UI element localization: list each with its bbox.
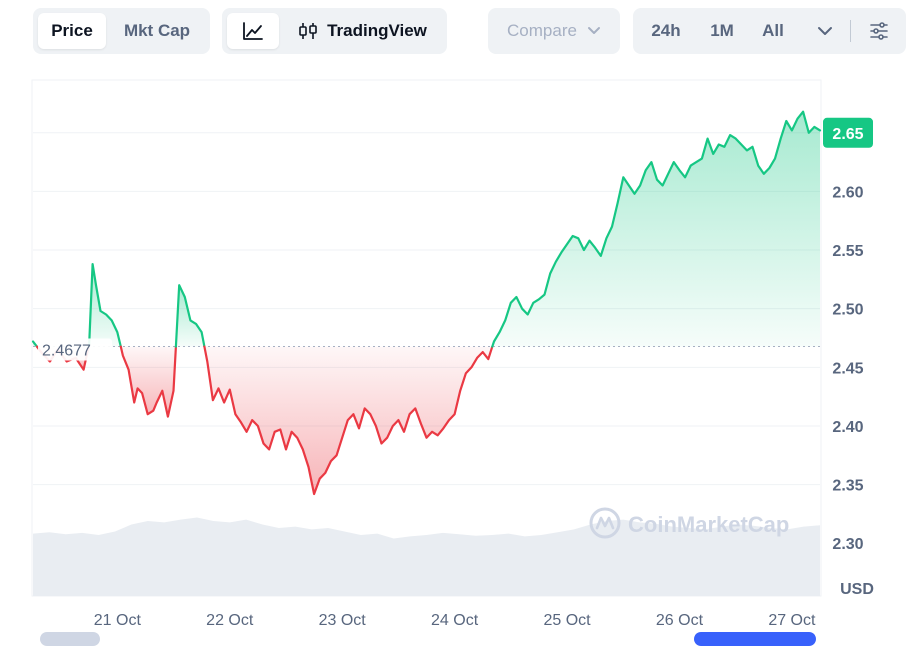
- tab-mkt-cap-label: Mkt Cap: [123, 21, 191, 40]
- line-chart-icon: [243, 22, 263, 40]
- compare-button[interactable]: Compare: [488, 13, 620, 49]
- y-tick-label: 2.30: [832, 536, 863, 553]
- price-lines: [31, 110, 822, 496]
- x-tick-label: 23 Oct: [319, 612, 367, 629]
- scroll-indicator: [40, 632, 100, 646]
- reference-value: 2.4677: [42, 343, 91, 360]
- range-all-label: All: [762, 21, 784, 40]
- y-axis: 2.30 2.35 2.40 2.45 2.50 2.55 2.60: [832, 184, 863, 553]
- compare-label: Compare: [507, 21, 577, 40]
- x-tick-label: 21 Oct: [94, 612, 142, 629]
- candlestick-icon: [299, 23, 317, 39]
- range-24h-button[interactable]: 24h: [641, 13, 691, 49]
- watermark: CoinMarketCap: [589, 507, 789, 539]
- current-price-label: 2.65: [823, 117, 873, 148]
- current-price-value: 2.65: [832, 126, 863, 143]
- watermark-text: CoinMarketCap: [628, 512, 789, 537]
- area-below-reference: [120, 346, 176, 417]
- area-above-reference: [175, 285, 205, 347]
- reference-label: 2.4677: [38, 338, 112, 361]
- x-axis: 21 Oct 22 Oct 23 Oct 24 Oct 25 Oct 26 Oct 27 O…: [94, 612, 816, 629]
- compare-dropdown[interactable]: Compare: [488, 8, 620, 54]
- current-price-badge: [823, 117, 873, 148]
- sliders-icon: [870, 22, 888, 40]
- x-tick-label: 24 Oct: [431, 612, 479, 629]
- line-chart-button[interactable]: [227, 13, 279, 49]
- y-tick-label: 2.55: [832, 243, 863, 260]
- range-1m-label: 1M: [710, 21, 734, 40]
- chevron-down-icon: [818, 27, 832, 35]
- area-below-reference: [204, 346, 493, 494]
- tab-price[interactable]: Price: [38, 13, 106, 49]
- price-line-down: [203, 345, 494, 496]
- price-line-up: [491, 110, 822, 348]
- currency-unit-label: USD: [840, 581, 874, 598]
- view-toggle-group: Price Mkt Cap: [33, 8, 210, 54]
- tradingview-label: TradingView: [327, 21, 427, 40]
- reference-label-background: [38, 338, 112, 361]
- range-divider: [850, 20, 851, 42]
- range-group: 24h 1M All: [633, 8, 906, 54]
- x-tick-label: 25 Oct: [543, 612, 591, 629]
- area-above-reference: [492, 111, 820, 347]
- x-tick-label: 27 Oct: [768, 612, 816, 629]
- tab-price-label: Price: [51, 21, 93, 40]
- chevron-down-icon: [587, 27, 600, 34]
- tradingview-button[interactable]: TradingView: [284, 13, 440, 49]
- price-line-up: [87, 263, 122, 348]
- volume-area-shape: [33, 517, 820, 596]
- range-selector-handle[interactable]: [694, 632, 816, 646]
- y-tick-label: 2.35: [832, 478, 863, 495]
- area-above-reference: [88, 264, 121, 347]
- coinmarketcap-logo-icon: [589, 507, 621, 539]
- x-tick-label: 26 Oct: [656, 612, 704, 629]
- chart-type-group: TradingView: [222, 8, 447, 54]
- chart-settings-button[interactable]: [859, 13, 899, 49]
- range-24h-label: 24h: [651, 21, 681, 40]
- y-tick-label: 2.40: [832, 419, 863, 436]
- range-all-button[interactable]: All: [751, 13, 795, 49]
- price-line-down: [119, 345, 177, 418]
- y-tick-label: 2.45: [832, 360, 863, 377]
- price-line-up: [174, 284, 206, 348]
- tab-mkt-cap[interactable]: Mkt Cap: [109, 13, 205, 49]
- x-tick-label: 22 Oct: [206, 612, 254, 629]
- range-1m-button[interactable]: 1M: [699, 13, 745, 49]
- range-more-button[interactable]: [805, 13, 845, 49]
- price-areas: [33, 111, 820, 494]
- volume-area: [33, 517, 820, 596]
- y-tick-label: 2.50: [832, 302, 863, 319]
- y-tick-label: 2.60: [832, 184, 863, 201]
